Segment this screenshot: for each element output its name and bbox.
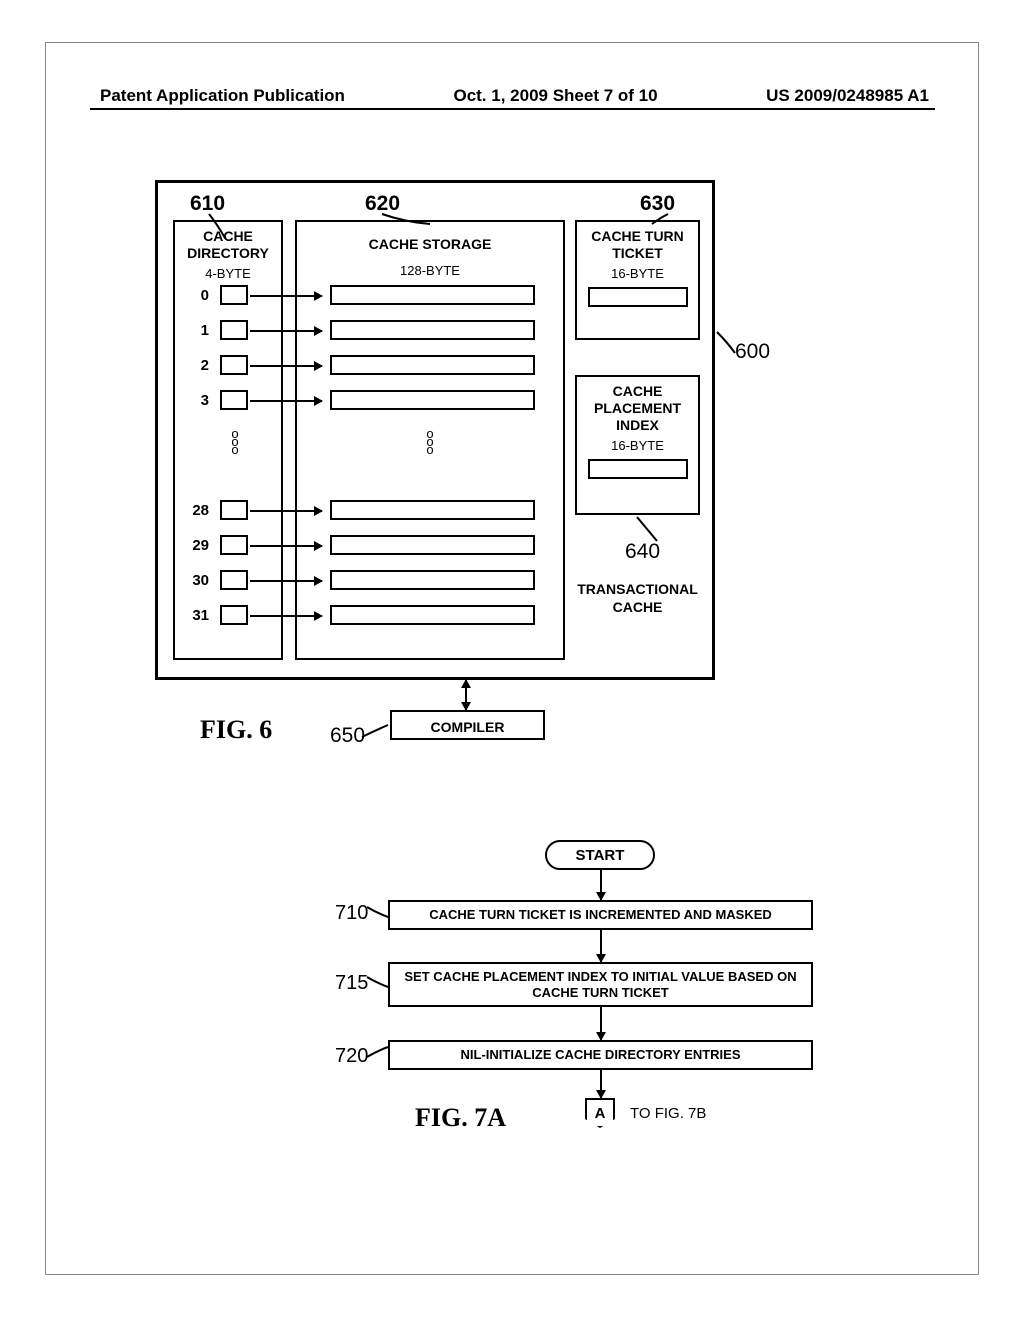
row-label: 1 [185, 322, 209, 339]
cache-turn-ticket-width: 16-BYTE [577, 262, 698, 281]
ticket-slot [588, 287, 688, 307]
row-label: 30 [185, 572, 209, 589]
lead-720 [365, 1045, 390, 1060]
storage-slot [330, 500, 535, 520]
cache-directory-title: CACHE DIRECTORY [175, 222, 281, 262]
cache-turn-ticket-block: CACHE TURN TICKET 16-BYTE [575, 220, 700, 340]
cache-placement-index-block: CACHE PLACEMENT INDEX 16-BYTE [575, 375, 700, 515]
storage-slot [330, 390, 535, 410]
row-label: 2 [185, 357, 209, 374]
lead-710 [365, 905, 390, 920]
compiler-box: COMPILER [390, 710, 545, 740]
storage-slot [330, 570, 535, 590]
dir-slot [220, 535, 248, 555]
dir-to-storage-arrow [250, 545, 322, 547]
row-label: 28 [185, 502, 209, 519]
header-right: US 2009/0248985 A1 [766, 86, 929, 106]
storage-slot [330, 320, 535, 340]
flow-step-720: NIL-INITIALIZE CACHE DIRECTORY ENTRIES [388, 1040, 813, 1070]
ref-720: 720 [335, 1045, 368, 1068]
storage-slot [330, 605, 535, 625]
dir-slot [220, 500, 248, 520]
dir-to-storage-arrow [250, 295, 322, 297]
storage-slot [330, 355, 535, 375]
cache-placement-index-title: CACHE PLACEMENT INDEX [577, 377, 698, 434]
flow-arrow-2 [600, 930, 602, 962]
header-left: Patent Application Publication [100, 86, 345, 106]
row-label: 29 [185, 537, 209, 554]
ref-715: 715 [335, 972, 368, 995]
cache-directory-width: 4-BYTE [175, 262, 281, 281]
dir-slot [220, 570, 248, 590]
dir-to-storage-arrow [250, 510, 322, 512]
place-slot [588, 459, 688, 479]
lead-600 [715, 330, 740, 355]
flow-start: START [545, 840, 655, 870]
dir-slot [220, 390, 248, 410]
flow-step-715: SET CACHE PLACEMENT INDEX TO INITIAL VAL… [388, 962, 813, 1007]
flow-step-710: CACHE TURN TICKET IS INCREMENTED AND MAS… [388, 900, 813, 930]
header-center: Oct. 1, 2009 Sheet 7 of 10 [453, 86, 657, 106]
lead-715 [365, 975, 390, 990]
cache-storage-width: 128-BYTE [297, 253, 563, 278]
page-header: Patent Application Publication Oct. 1, 2… [0, 86, 1024, 106]
header-rule [90, 108, 935, 110]
lead-640 [635, 515, 665, 545]
dir-vdots: ooo [225, 430, 245, 454]
compiler-connector [465, 680, 467, 710]
cache-turn-ticket-title: CACHE TURN TICKET [577, 222, 698, 262]
ref-710: 710 [335, 902, 368, 925]
dir-slot [220, 355, 248, 375]
cache-placement-index-width: 16-BYTE [577, 434, 698, 453]
fig7a-caption: FIG. 7A [415, 1103, 506, 1133]
fig6-caption: FIG. 6 [200, 715, 272, 745]
dir-to-storage-arrow [250, 400, 322, 402]
flow-arrow-1 [600, 870, 602, 900]
flow-arrow-4 [600, 1070, 602, 1098]
dir-to-storage-arrow [250, 330, 322, 332]
cache-storage-title: CACHE STORAGE [297, 222, 563, 253]
storage-slot [330, 285, 535, 305]
sto-vdots: ooo [420, 430, 440, 454]
dir-to-storage-arrow [250, 615, 322, 617]
to-fig-7b-label: TO FIG. 7B [630, 1105, 706, 1122]
dir-to-storage-arrow [250, 365, 322, 367]
lead-650 [360, 723, 390, 741]
row-label: 31 [185, 607, 209, 624]
row-label: 0 [185, 287, 209, 304]
ref-600: 600 [735, 340, 770, 364]
row-label: 3 [185, 392, 209, 409]
dir-to-storage-arrow [250, 580, 322, 582]
dir-slot [220, 285, 248, 305]
dir-slot [220, 605, 248, 625]
storage-slot [330, 535, 535, 555]
transactional-cache-label: TRANSACTIONAL CACHE [575, 580, 700, 616]
dir-slot [220, 320, 248, 340]
flow-arrow-3 [600, 1007, 602, 1040]
